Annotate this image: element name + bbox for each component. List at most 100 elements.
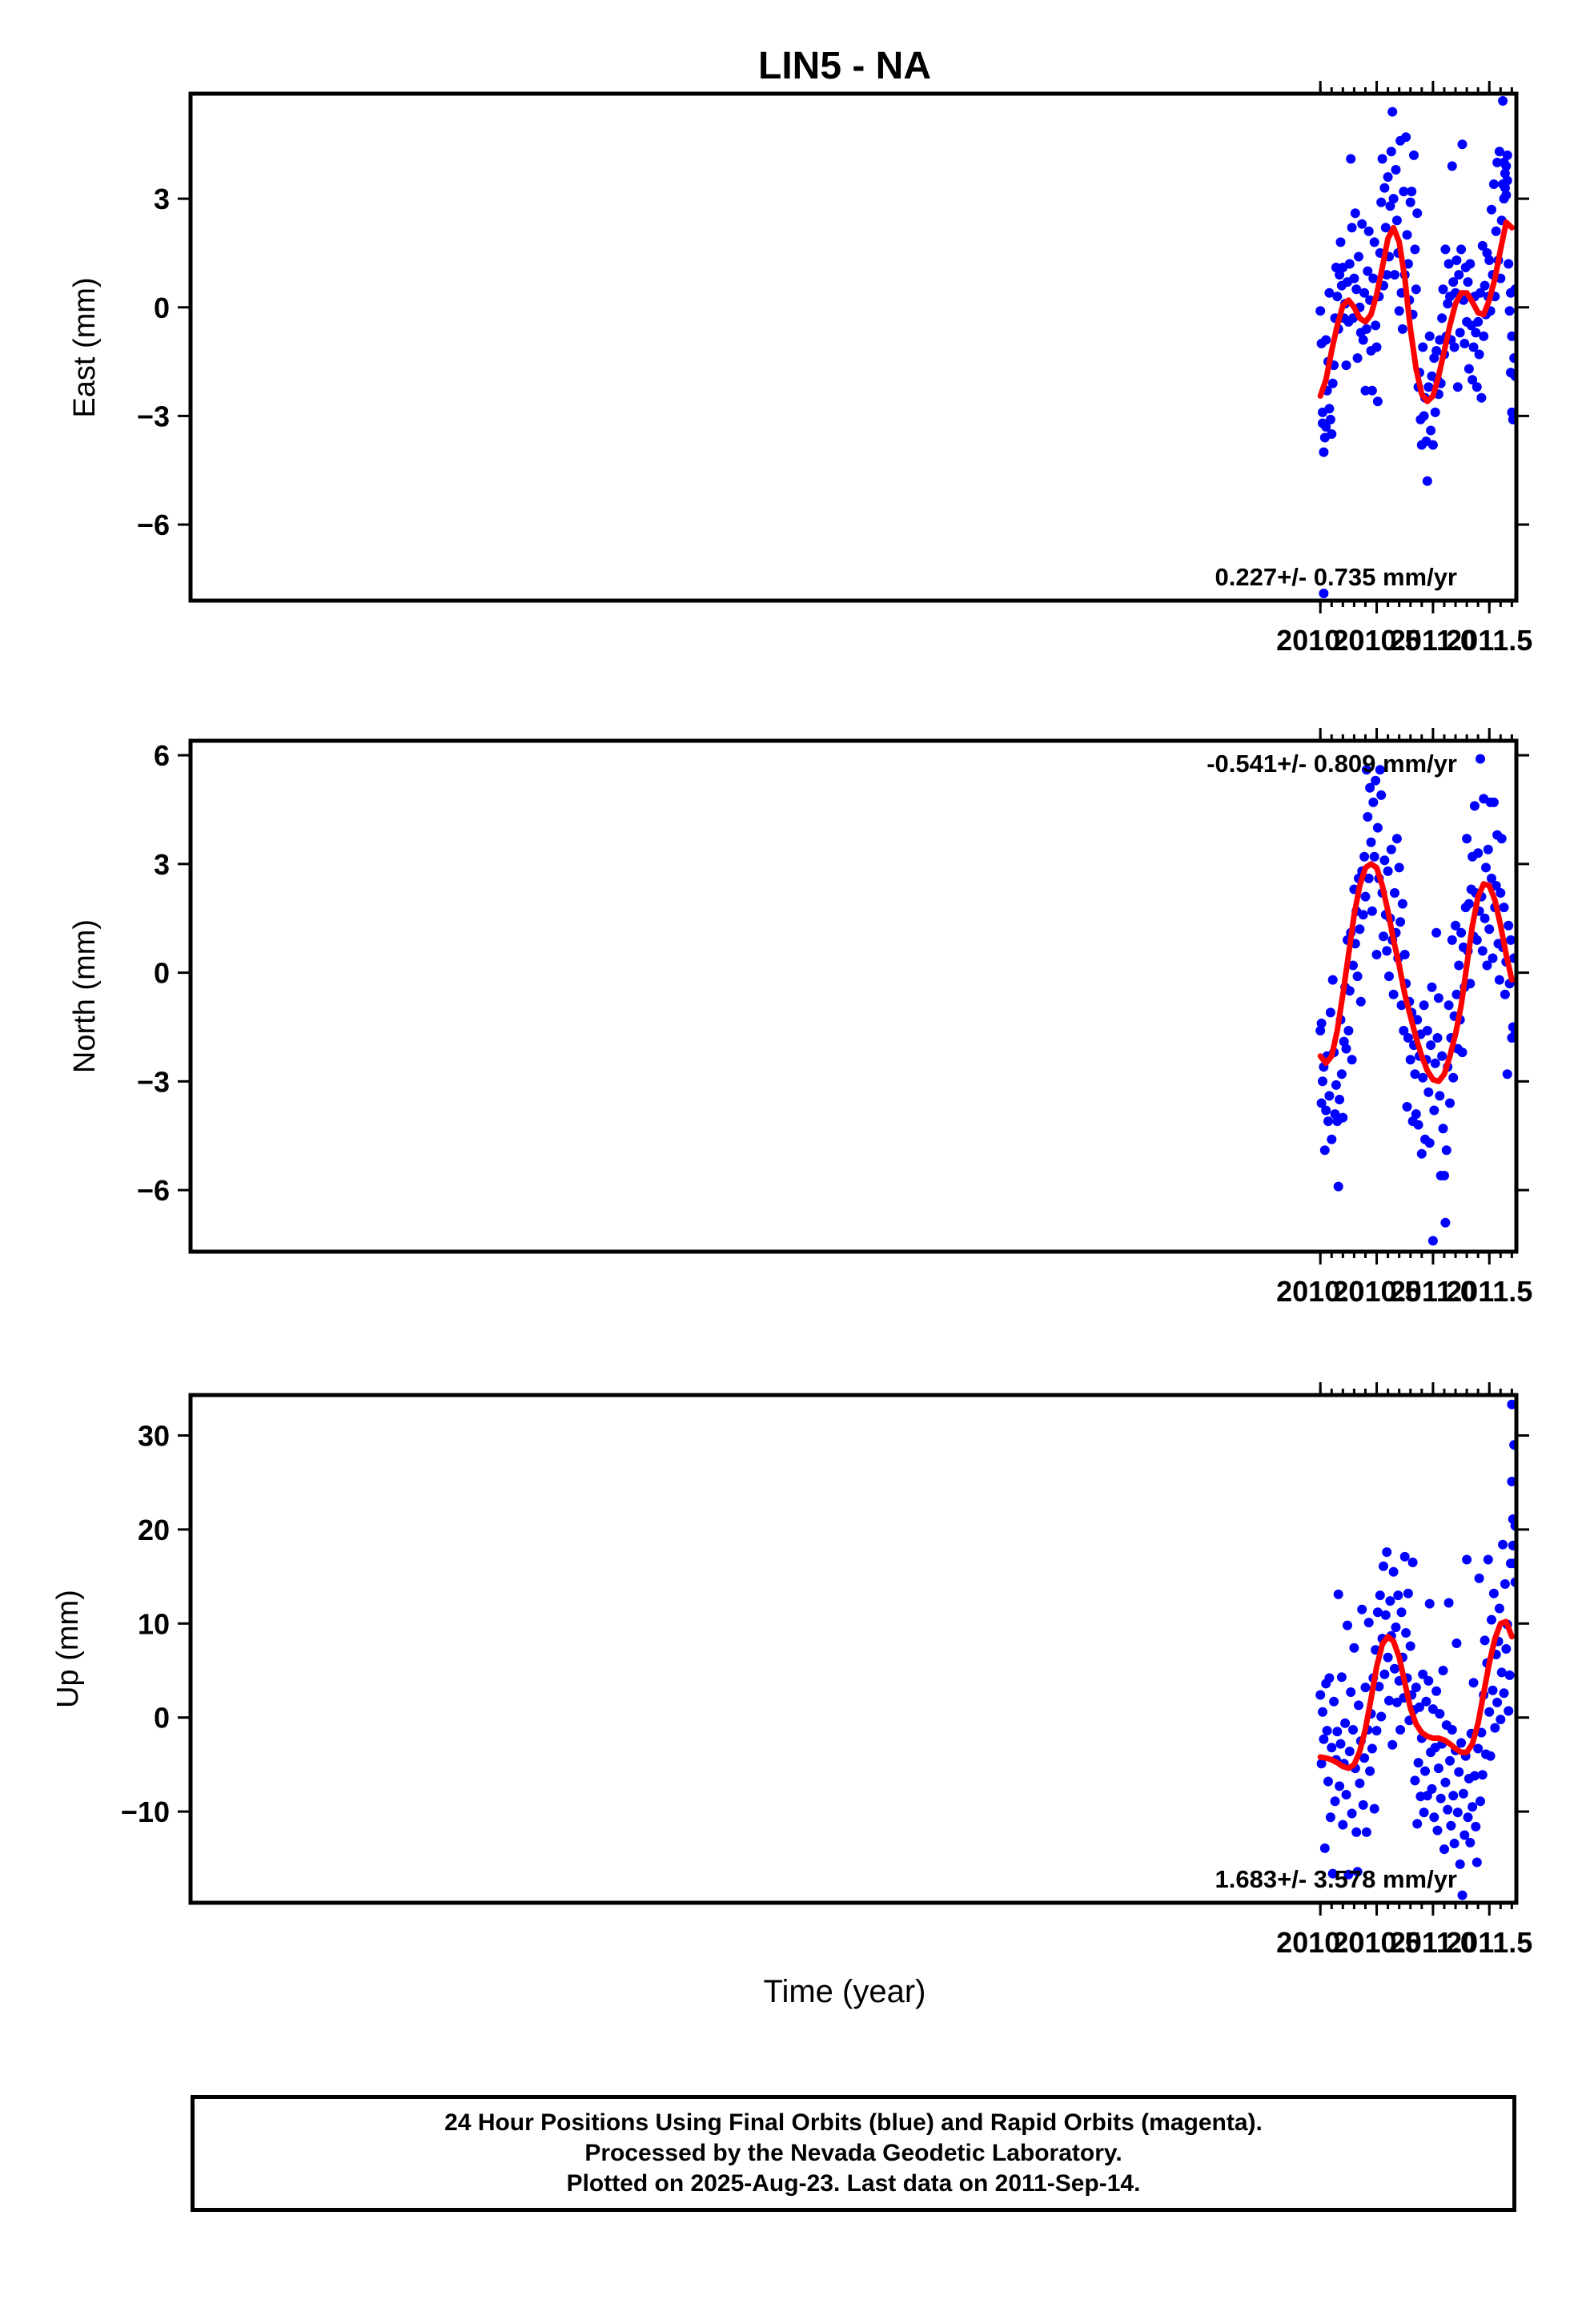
- north-data-point: [1419, 1000, 1429, 1011]
- north-data-point: [1473, 848, 1484, 858]
- east-data-point: [1474, 349, 1484, 360]
- north-data-point: [1358, 910, 1368, 920]
- north-data-point: [1487, 873, 1496, 883]
- north-data-point: [1347, 1055, 1357, 1065]
- caption-line-3: Plotted on 2025-Aug-23. Last data on 201…: [566, 2170, 1141, 2197]
- east-data-point: [1484, 255, 1495, 265]
- up-data-point: [1476, 1796, 1485, 1807]
- north-points: [1315, 754, 1516, 1246]
- north-data-point: [1327, 975, 1338, 985]
- up-data-point: [1316, 1759, 1327, 1769]
- east-data-point: [1349, 273, 1359, 283]
- north-data-point: [1451, 920, 1460, 931]
- north-data-point: [1437, 1051, 1447, 1061]
- up-data-point: [1359, 1753, 1370, 1763]
- north-data-point: [1482, 960, 1492, 971]
- up-data-point: [1508, 1540, 1516, 1550]
- up-data-point: [1504, 1706, 1514, 1716]
- east-data-point: [1387, 107, 1398, 117]
- north-data-point: [1454, 960, 1464, 971]
- up-data-point: [1382, 1547, 1392, 1558]
- up-data-point: [1472, 1857, 1482, 1868]
- up-data-point: [1395, 1725, 1406, 1735]
- east-data-point: [1480, 280, 1490, 291]
- north-data-point: [1331, 1080, 1341, 1090]
- north-data-point: [1360, 891, 1371, 902]
- east-data-point: [1426, 425, 1436, 436]
- north-data-point: [1403, 1033, 1413, 1043]
- north-data-point: [1477, 946, 1488, 956]
- up-data-point: [1494, 1603, 1504, 1614]
- east-data-point: [1369, 237, 1379, 247]
- east-data-point: [1456, 244, 1467, 255]
- north-data-point: [1418, 1072, 1428, 1083]
- east-data-point: [1388, 194, 1399, 204]
- north-data-point: [1386, 844, 1396, 854]
- up-data-point: [1496, 1667, 1507, 1678]
- east-data-point: [1468, 375, 1478, 385]
- north-data-point: [1500, 989, 1510, 999]
- east-data-point: [1476, 392, 1487, 403]
- north-data-point: [1496, 834, 1507, 844]
- north-data-point: [1431, 927, 1442, 938]
- north-data-point: [1399, 1026, 1409, 1035]
- north-data-point: [1379, 855, 1390, 866]
- north-data-point: [1394, 862, 1404, 873]
- up-data-point: [1424, 1598, 1435, 1609]
- east-data-point: [1501, 161, 1512, 171]
- up-data-point: [1355, 1778, 1365, 1788]
- east-data-point: [1468, 342, 1479, 352]
- east-data-point: [1409, 150, 1419, 160]
- north-data-point: [1438, 1124, 1448, 1134]
- east-data-point: [1502, 175, 1512, 186]
- north-data-point: [1480, 913, 1490, 923]
- up-rate-label: 1.683+/- 3.578 mm/yr: [1215, 1865, 1457, 1893]
- north-data-point: [1335, 1095, 1345, 1104]
- north-data-point: [1494, 975, 1504, 985]
- east-data-point: [1423, 382, 1434, 392]
- north-data-point: [1432, 1033, 1443, 1043]
- east-data-point: [1508, 414, 1516, 424]
- y-tick-label: 0: [154, 957, 170, 990]
- up-data-point: [1403, 1588, 1413, 1598]
- up-data-point: [1341, 1790, 1351, 1799]
- north-data-point: [1325, 1007, 1335, 1018]
- north-data-point: [1502, 1069, 1512, 1080]
- up-data-point: [1504, 1670, 1515, 1680]
- north-data-point: [1375, 765, 1385, 775]
- up-data-point: [1372, 1607, 1383, 1618]
- north-data-point: [1476, 754, 1485, 764]
- east-data-point: [1430, 407, 1440, 417]
- up-plot-frame: [188, 1393, 1519, 1905]
- east-data-point: [1431, 346, 1442, 356]
- east-data-point: [1476, 287, 1485, 298]
- north-data-point: [1484, 924, 1495, 935]
- up-data-point: [1443, 1804, 1453, 1815]
- north-data-point: [1462, 834, 1472, 844]
- east-data-point: [1352, 353, 1363, 364]
- x-tick-label: 2011.0: [1390, 1926, 1476, 1959]
- y-tick-label: 0: [154, 292, 170, 324]
- east-data-point: [1411, 284, 1421, 295]
- east-data-point: [1341, 360, 1351, 371]
- up-data-point: [1338, 1819, 1348, 1830]
- up-data-point: [1415, 1702, 1424, 1712]
- up-data-point: [1411, 1683, 1421, 1693]
- north-data-point: [1441, 1145, 1452, 1156]
- up-data-point: [1469, 1771, 1480, 1781]
- east-data-point: [1501, 190, 1512, 200]
- up-data-point: [1369, 1803, 1379, 1814]
- east-data-point: [1371, 320, 1381, 331]
- up-data-point: [1399, 1551, 1410, 1562]
- up-data-point: [1462, 1554, 1472, 1565]
- east-data-point: [1386, 147, 1396, 157]
- east-data-point: [1321, 335, 1331, 345]
- east-data-point: [1477, 240, 1488, 251]
- up-fit-line: [1317, 1618, 1515, 1771]
- east-data-point: [1351, 284, 1362, 295]
- y-tick-label: −6: [137, 509, 170, 541]
- north-data-point: [1367, 906, 1377, 916]
- north-data-point: [1469, 801, 1480, 811]
- north-data-point: [1399, 950, 1410, 959]
